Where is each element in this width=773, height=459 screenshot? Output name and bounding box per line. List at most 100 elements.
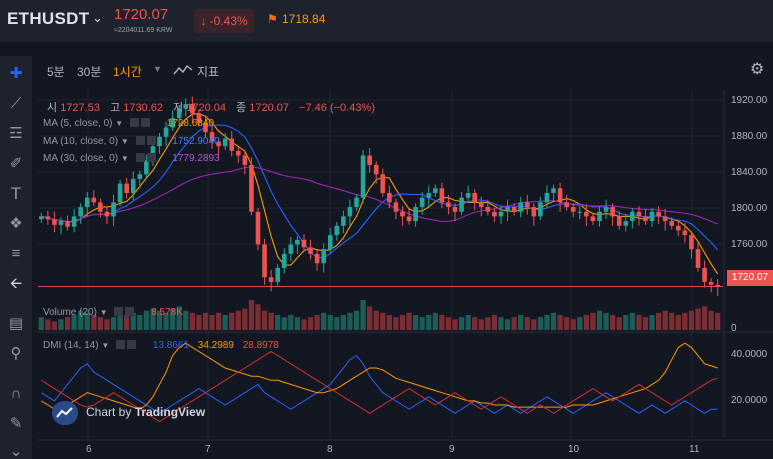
ruler-icon[interactable]: ▤ (8, 315, 24, 332)
volume-bar (124, 315, 130, 330)
zoom-icon[interactable]: ⚲ (10, 345, 22, 362)
candle-body (45, 216, 51, 220)
text-tool-icon[interactable]: T (10, 184, 22, 203)
candle-body (341, 216, 346, 226)
candle-body (71, 216, 77, 227)
volume-bar (117, 312, 123, 330)
ma10-label: MA (10, close, 0) (43, 136, 119, 147)
legend-buttons[interactable] (135, 153, 166, 163)
candle-body (557, 188, 563, 203)
candle-body (144, 160, 149, 175)
flag-icon: ⚑ (267, 12, 278, 26)
chevron-down-icon[interactable]: ⌄ (9, 443, 23, 459)
candle-body (551, 188, 556, 193)
candle-body (643, 216, 648, 222)
price-krw: ≈2204011.69 KRW (114, 27, 173, 34)
legend-buttons[interactable] (114, 307, 144, 317)
legend-buttons[interactable] (116, 340, 146, 350)
volume-bar (202, 312, 209, 330)
volume-bar (557, 315, 563, 330)
volume-bar (340, 315, 347, 330)
change-value: −7.46 (−0.43%) (299, 102, 375, 114)
ma30-value: 1779.2893 (172, 153, 220, 164)
candle-body (111, 202, 116, 217)
candle-body (38, 216, 44, 220)
volume-bar (314, 315, 320, 330)
brush-icon[interactable]: ✐ (9, 155, 23, 172)
ma10-legend[interactable]: MA (10, close, 0) ▼ 1752.9040 (43, 136, 220, 147)
ma30-legend[interactable]: MA (30, close, 0) ▼ 1779.2893 (43, 153, 220, 164)
volume-bar (163, 312, 169, 330)
volume-bar (531, 319, 537, 330)
volume-bar (577, 317, 583, 330)
mark-price: 1718.84 (282, 12, 326, 26)
indicators-button[interactable]: 지표 (197, 65, 220, 79)
caret-down-icon[interactable]: ▼ (115, 119, 124, 128)
timeframe-5m[interactable]: 5분 (47, 65, 65, 79)
change-badge: ↓ -0.43% (194, 9, 254, 33)
volume-bar (629, 312, 635, 330)
y-tick: 1800.00 (731, 203, 768, 214)
candle-body (452, 207, 458, 212)
y-tick: 1920.00 (731, 95, 768, 106)
volume-bar (393, 317, 399, 330)
caret-down-icon[interactable]: ▼ (120, 154, 129, 163)
chevron-down-icon[interactable]: ⌄ (92, 10, 103, 25)
candle-body (157, 136, 162, 147)
volume-bar (380, 312, 386, 330)
timeframe-30m[interactable]: 30분 (77, 65, 102, 79)
caret-down-icon[interactable]: ▼ (120, 137, 129, 146)
low-key: 저 (173, 102, 184, 114)
candle-body (229, 138, 235, 151)
gear-icon[interactable]: ⚙ (750, 61, 765, 78)
volume-bar (518, 315, 524, 330)
legend-buttons[interactable] (135, 136, 166, 146)
candle-body (288, 244, 294, 254)
candle-body (163, 127, 169, 137)
volume-bar (564, 317, 570, 330)
candle-body (373, 164, 379, 175)
candle-body (196, 113, 202, 123)
candle-body (209, 132, 215, 142)
crosshair-icon[interactable]: ✚ (9, 65, 23, 82)
candle-body (669, 221, 675, 226)
chevron-down-icon[interactable]: ▼ (153, 64, 162, 74)
timeframe-1h[interactable]: 1시간 (113, 65, 142, 79)
x-tick: 8 (327, 444, 333, 455)
caret-down-icon[interactable]: ▼ (99, 308, 108, 317)
ma5-legend[interactable]: MA (5, close, 0) ▼ 1728.6840 (43, 118, 214, 129)
pitchfork-icon[interactable]: ☲ (9, 125, 23, 142)
candle-body (459, 197, 464, 212)
dmi-legend[interactable]: DMI (14, 14) ▼ 13.8661 34.2989 28.8978 (43, 340, 279, 351)
tradingview-text: Chart by TradingView (86, 405, 205, 419)
candle-body (472, 193, 478, 203)
candle-body (682, 230, 688, 236)
trendline-icon[interactable]: ⟋ (10, 95, 22, 112)
lock-icon[interactable]: ✎ (9, 415, 23, 432)
candle-body (295, 239, 300, 245)
volume-bar (504, 319, 511, 330)
volume-bar (662, 310, 668, 330)
symbol-name[interactable]: ETHUSDT (7, 9, 90, 28)
dmi-plus-value: 13.8661 (152, 340, 189, 351)
volume-bar (130, 312, 136, 330)
volume-bar (701, 306, 708, 330)
chart-toolbar: 5분 30분 1시간 ▼ 지표 ⚙ (36, 56, 773, 84)
legend-buttons[interactable] (129, 118, 160, 128)
tradingview-badge[interactable]: Chart by TradingView (52, 401, 206, 425)
pattern-icon[interactable]: ❖ (9, 215, 23, 232)
volume-bar (222, 315, 228, 330)
candle-body (275, 267, 281, 282)
volume-bar (347, 312, 353, 330)
caret-down-icon[interactable]: ▼ (101, 341, 110, 350)
volume-label: Volume (20) (43, 307, 97, 318)
arrow-left-icon[interactable]: 🡨 (9, 275, 23, 292)
fib-icon[interactable]: ≡ (11, 245, 21, 262)
indicator-wave-icon[interactable] (173, 63, 193, 77)
volume-legend[interactable]: Volume (20) ▼ 8.578K (43, 307, 183, 318)
dmi-plus-line (41, 354, 718, 414)
candle-body (98, 202, 103, 212)
magnet-icon[interactable]: ∩ (10, 385, 22, 402)
volume-bar (97, 317, 104, 330)
